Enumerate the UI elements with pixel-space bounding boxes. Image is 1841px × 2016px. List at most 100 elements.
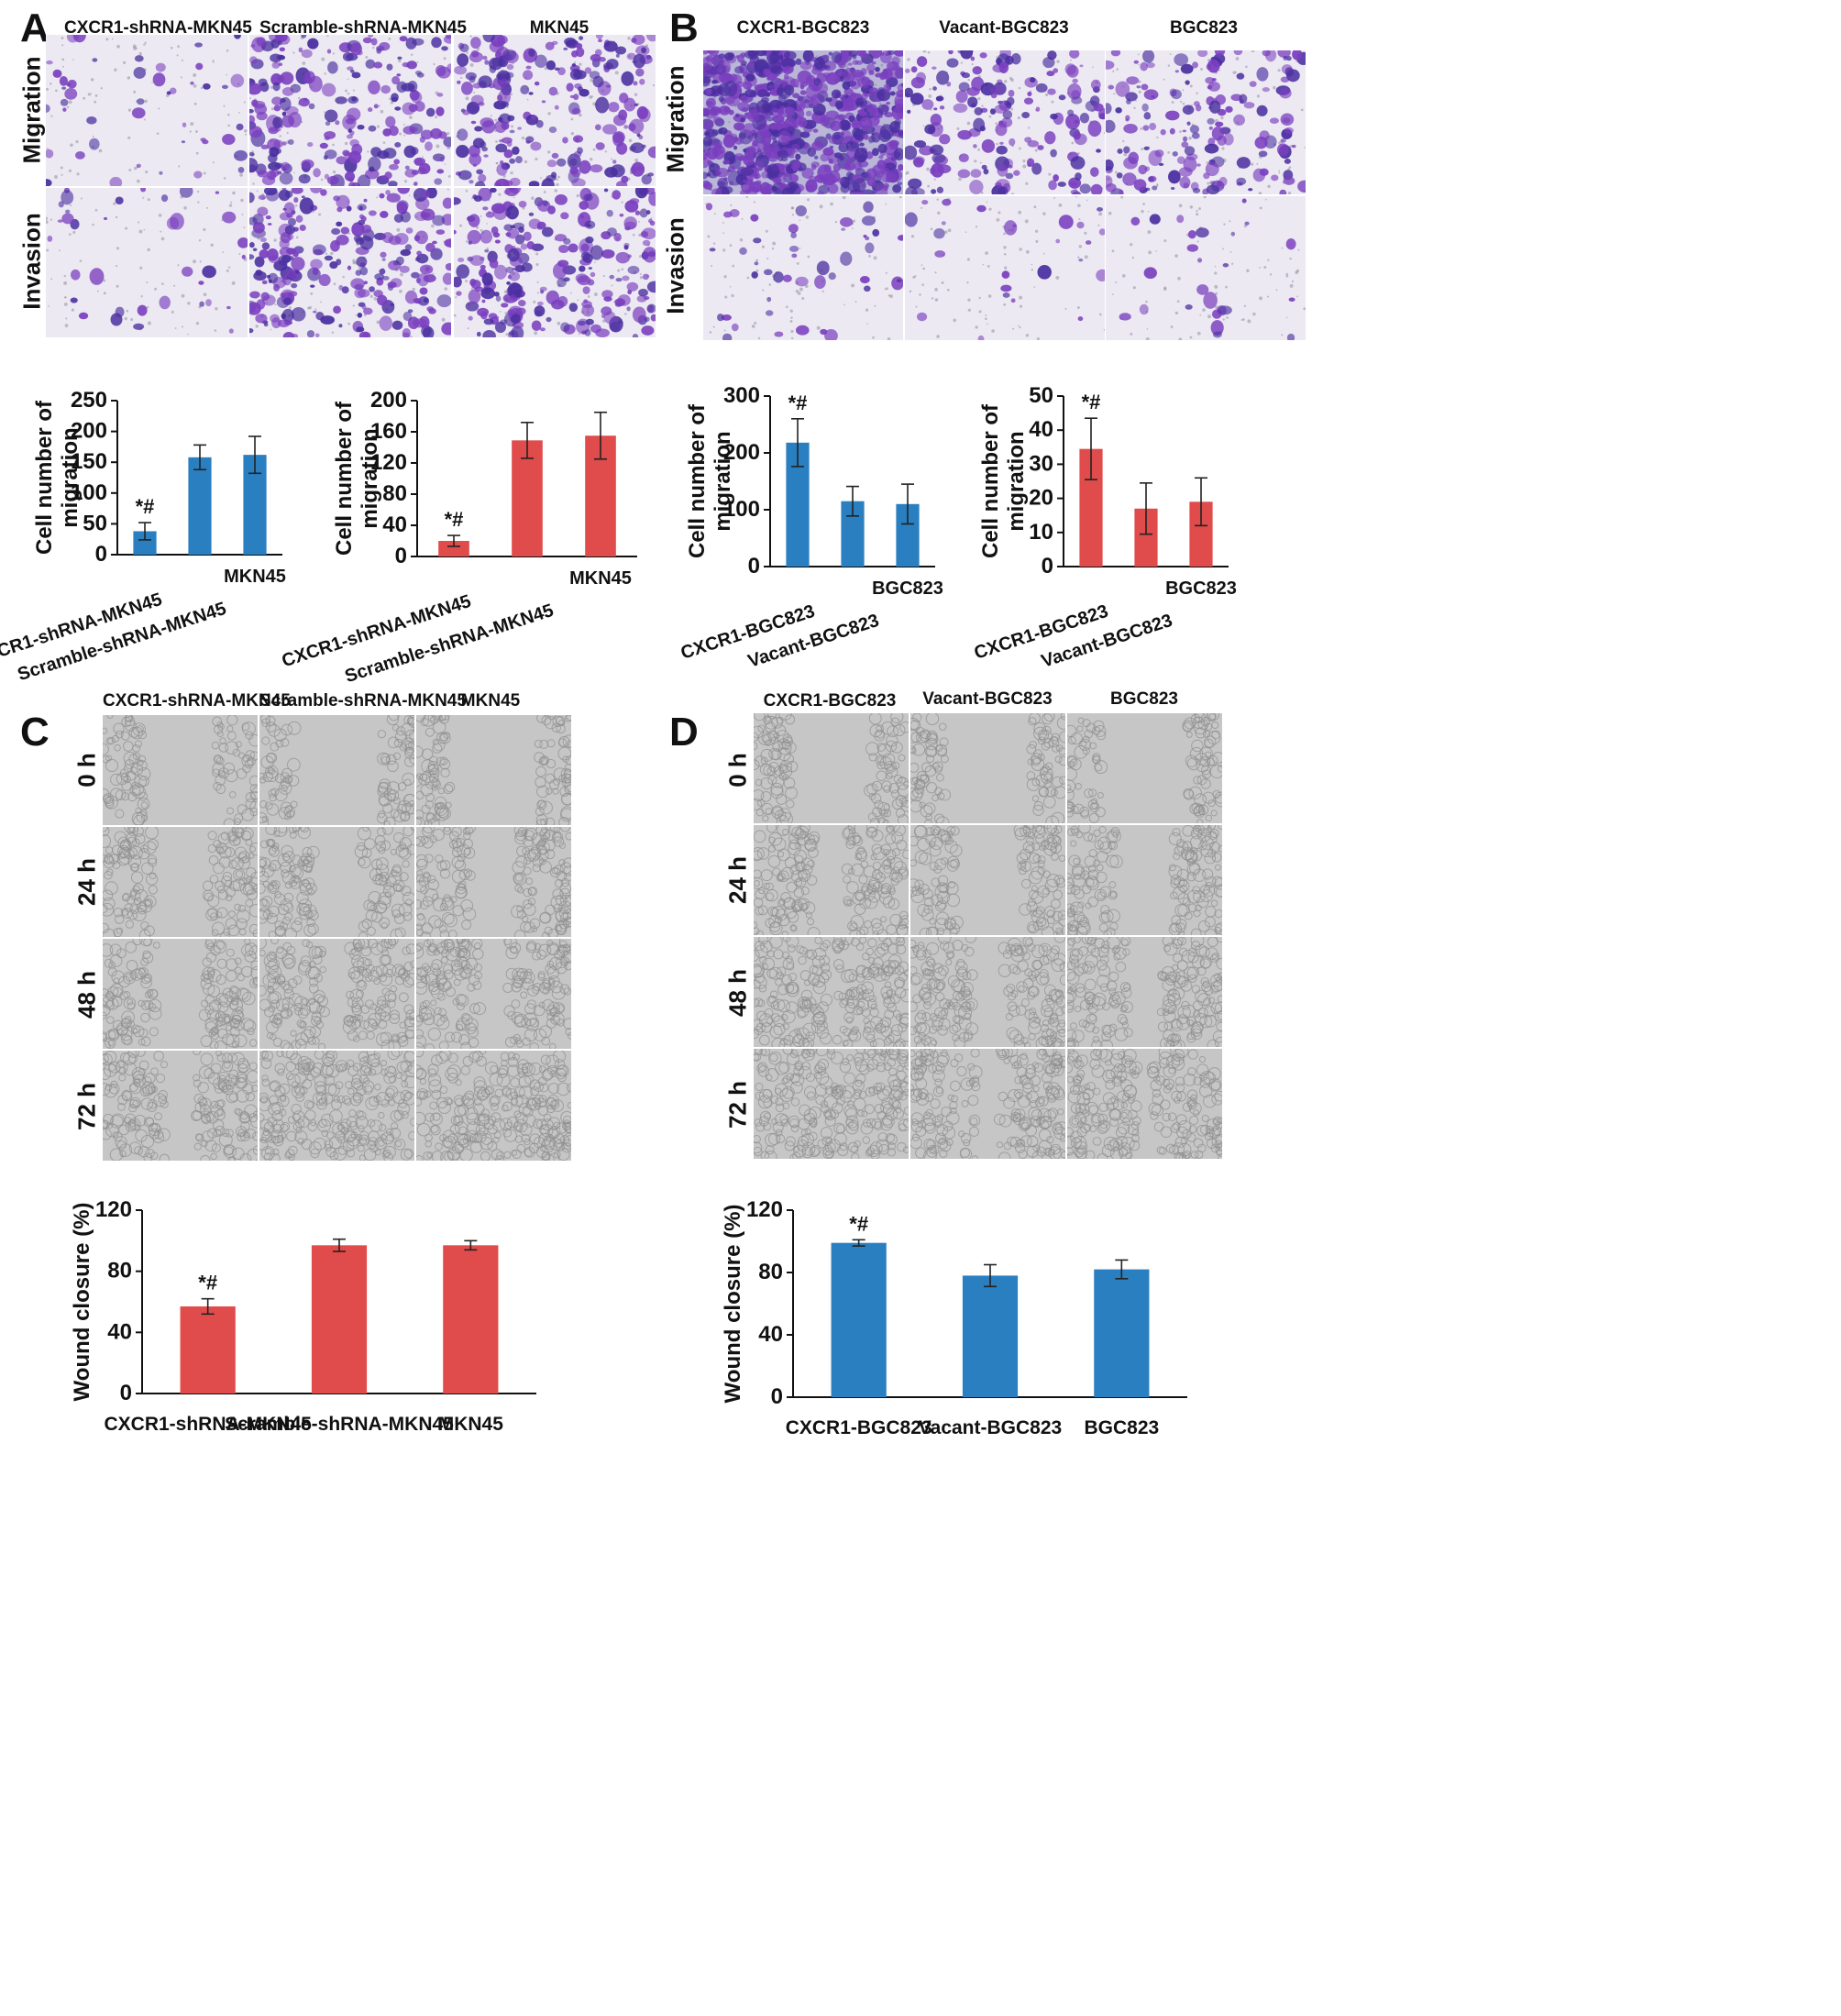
x-tick-label: MKN45 [224, 567, 286, 587]
x-tick-label: BGC823 [1165, 578, 1237, 599]
y-tick-label: 120 [95, 1197, 132, 1222]
significance-label: *# [1082, 391, 1101, 413]
error-bar [333, 1238, 346, 1252]
y-tick-label: 50 [83, 511, 107, 535]
y-tick-label: 200 [370, 388, 407, 413]
col-header: CXCR1-shRNA-MKN45 [64, 18, 252, 38]
wound-image [259, 827, 414, 937]
y-tick-label: 160 [370, 419, 407, 444]
error-bar [846, 485, 859, 517]
y-tick-label: 200 [71, 419, 107, 444]
y-tick-label: 20 [1029, 486, 1053, 511]
error-bar [138, 522, 151, 541]
col-header: CXCR1-BGC823 [763, 691, 897, 711]
micrograph-image [249, 188, 451, 337]
wound-image [103, 715, 258, 825]
row-label: 48 h [72, 970, 101, 1019]
micrograph-image [703, 196, 903, 340]
error-bar [901, 483, 914, 525]
panel-letter-a: A [20, 6, 50, 50]
panel-letter-c: C [20, 710, 50, 755]
wound-image [910, 713, 1065, 823]
wound-image [754, 713, 909, 823]
bar [180, 1306, 236, 1394]
significance-label: *# [198, 1272, 217, 1294]
y-tick-label: 0 [120, 1381, 132, 1405]
bar [831, 1242, 887, 1397]
micrograph-image [454, 188, 656, 337]
col-header: MKN45 [460, 691, 521, 711]
col-header: MKN45 [529, 18, 590, 38]
error-bar [521, 421, 534, 459]
y-tick-label: 40 [758, 1322, 783, 1347]
wound-image [416, 827, 571, 937]
y-tick-label: 40 [1029, 417, 1053, 442]
wound-image [259, 1051, 414, 1161]
panel-letter-b: B [669, 6, 699, 50]
wound-image [103, 939, 258, 1049]
y-tick-label: 150 [71, 449, 107, 474]
y-tick-label: 50 [1029, 383, 1053, 408]
col-header: BGC823 [1170, 18, 1238, 38]
y-tick-label: 100 [723, 497, 760, 522]
micrograph-image [249, 35, 451, 186]
y-tick-label: 0 [748, 554, 760, 578]
col-header: CXCR1-BGC823 [736, 18, 870, 38]
wound-image [416, 939, 571, 1049]
y-axis-label: Cell number ofmigration [332, 401, 382, 556]
bar [443, 1245, 499, 1394]
x-tick-label: Scramble-shRNA-MKN45 [225, 1414, 454, 1435]
y-tick-label: 80 [107, 1259, 132, 1283]
micrograph-image [905, 50, 1105, 194]
chart-a-invasion: 0 40 80 120 160 200 Cell number ofmigration *# C… [280, 380, 656, 687]
y-tick-label: 80 [758, 1260, 783, 1284]
x-tick-label: CXCR1-shRNA-MKN45 [104, 1414, 312, 1435]
panel-letter-d: D [669, 710, 699, 755]
row-label: 48 h [723, 968, 752, 1018]
significance-label: *# [788, 391, 808, 414]
col-header: Vacant-BGC823 [922, 689, 1053, 709]
y-tick-label: 0 [771, 1384, 783, 1409]
wound-image [910, 825, 1065, 935]
y-tick-label: 30 [1029, 451, 1053, 476]
x-tick-label: Vacant-BGC823 [919, 1417, 1062, 1438]
row-label: Migration [17, 56, 46, 164]
wound-image [1067, 1049, 1222, 1159]
error-bar [791, 417, 804, 468]
y-tick-label: 40 [107, 1319, 132, 1344]
col-header: Scramble-shRNA-MKN45 [259, 691, 467, 711]
row-label: 72 h [723, 1080, 752, 1129]
y-tick-label: 0 [1042, 554, 1053, 578]
y-axis-label: Cell number ofmigration [978, 403, 1029, 558]
error-bar [201, 1297, 215, 1316]
error-bar [1140, 482, 1152, 535]
wound-image [910, 937, 1065, 1047]
error-bar [193, 444, 206, 471]
col-header: Vacant-BGC823 [939, 18, 1069, 38]
y-axis-label: Wound closure (%) [721, 1205, 745, 1404]
y-axis-label: Wound closure (%) [70, 1203, 94, 1402]
micrograph-image [46, 35, 248, 186]
micrograph-image [46, 188, 248, 337]
error-bar [1115, 1259, 1129, 1280]
wound-image [910, 1049, 1065, 1159]
micrograph-image [1106, 196, 1306, 340]
wound-image [103, 1051, 258, 1161]
x-tick-label: BGC823 [872, 578, 943, 599]
x-tick-label: MKN45 [569, 568, 632, 589]
y-axis-label: Cell number ofmigration [32, 400, 83, 555]
wound-image [416, 1051, 571, 1161]
row-label: 72 h [72, 1082, 101, 1131]
wound-image [754, 825, 909, 935]
wound-image [1067, 713, 1222, 823]
micrograph-image [905, 196, 1105, 340]
significance-label: *# [849, 1212, 868, 1235]
y-tick-label: 40 [382, 512, 407, 537]
error-bar [984, 1263, 997, 1288]
col-header: BGC823 [1110, 689, 1178, 709]
row-label: Invasion [661, 217, 689, 314]
significance-label: *# [445, 508, 464, 531]
y-tick-label: 0 [95, 542, 107, 567]
error-bar [464, 1239, 478, 1251]
error-bar [594, 411, 607, 460]
